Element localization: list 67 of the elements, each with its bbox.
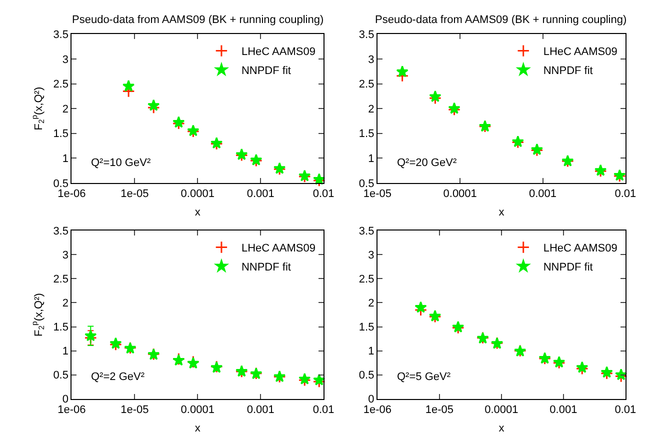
- x-tick-label: 0.0001: [180, 188, 214, 200]
- x-tick-label: 1e-05: [425, 404, 454, 416]
- y-tick-label: 1.5: [358, 322, 374, 334]
- chart-title: Pseudo-data from AAMS09 (BK + running coupling): [375, 14, 627, 26]
- y-tick-label: 0.5: [53, 370, 68, 382]
- x-axis-title: x: [498, 206, 505, 218]
- x-tick-label: 0.001: [246, 188, 274, 200]
- y-tick-label: 2: [62, 298, 68, 310]
- x-tick-label: 0.0001: [443, 188, 477, 200]
- x-axis-title: x: [498, 422, 505, 434]
- y-tick-label: 1.5: [53, 128, 68, 140]
- annotation: Q²=20 GeV²: [397, 157, 457, 169]
- y-tick-label: 1: [368, 153, 374, 166]
- y-tick-label: 0.5: [358, 178, 374, 190]
- x-tick-label: 0.001: [246, 404, 274, 416]
- legend-label: NNPDF fit: [241, 262, 291, 274]
- y-tick-label: 2: [368, 298, 374, 310]
- x-tick-label: 1e-06: [58, 188, 86, 200]
- x-tick-label: 0.001: [550, 404, 578, 416]
- chart-title: Pseudo-data from AAMS09 (BK + running coupling): [72, 14, 324, 26]
- y-tick-label: 1: [62, 346, 68, 358]
- y-tick-label: 3.5: [53, 225, 68, 238]
- y-tick-label: 0: [62, 394, 68, 406]
- x-tick-label: 1e-05: [120, 404, 149, 416]
- y-tick-label: 3.5: [358, 225, 374, 238]
- y-tick-label: 2: [368, 103, 374, 116]
- y-tick-label: 3: [62, 250, 68, 262]
- y-tick-label: 2: [62, 103, 68, 116]
- x-axis-title: x: [194, 206, 201, 218]
- y-tick-label: 1: [62, 153, 68, 166]
- y-tick-label: 0: [368, 394, 374, 406]
- x-tick-label: 1e-05: [363, 188, 392, 200]
- legend-label: NNPDF fit: [543, 262, 593, 274]
- x-axis-title: x: [194, 422, 201, 434]
- y-tick-label: 1.5: [53, 322, 68, 334]
- legend-label: LHeC AAMS09: [543, 46, 618, 58]
- x-tick-label: 0.01: [312, 404, 334, 416]
- y-tick-label: 1.5: [358, 128, 374, 140]
- annotation: Q²=10 GeV²: [91, 157, 151, 169]
- x-tick-label: 0.01: [614, 404, 636, 416]
- legend-label: LHeC AAMS09: [543, 242, 618, 255]
- legend-label: LHeC AAMS09: [241, 242, 316, 255]
- y-tick-label: 2.5: [53, 274, 68, 286]
- annotation: Q²=2 GeV²: [91, 371, 145, 383]
- y-tick-label: 3.5: [358, 29, 374, 42]
- x-tick-label: 0.0001: [180, 404, 214, 416]
- y-tick-label: 3: [62, 54, 68, 66]
- x-tick-label: 0.0001: [484, 404, 518, 416]
- x-tick-label: 0.01: [312, 188, 334, 200]
- x-tick-label: 1e-06: [363, 404, 392, 416]
- x-tick-label: 0.01: [614, 188, 636, 200]
- x-tick-label: 1e-06: [58, 404, 86, 416]
- annotation: Q²=5 GeV²: [397, 371, 451, 383]
- x-tick-label: 1e-05: [120, 188, 149, 200]
- y-tick-label: 2.5: [358, 78, 374, 91]
- legend-label: NNPDF fit: [543, 65, 593, 78]
- y-tick-label: 3.5: [53, 29, 68, 42]
- legend-label: NNPDF fit: [241, 65, 291, 78]
- legend-label: LHeC AAMS09: [241, 46, 316, 58]
- y-tick-label: 2.5: [53, 78, 68, 91]
- y-tick-label: 0.5: [358, 370, 374, 382]
- y-tick-label: 3: [368, 54, 374, 66]
- x-tick-label: 0.001: [529, 188, 557, 200]
- y-tick-label: 2.5: [358, 274, 374, 286]
- y-tick-label: 3: [368, 250, 374, 262]
- y-tick-label: 1: [368, 346, 374, 358]
- y-tick-label: 0.5: [53, 178, 68, 190]
